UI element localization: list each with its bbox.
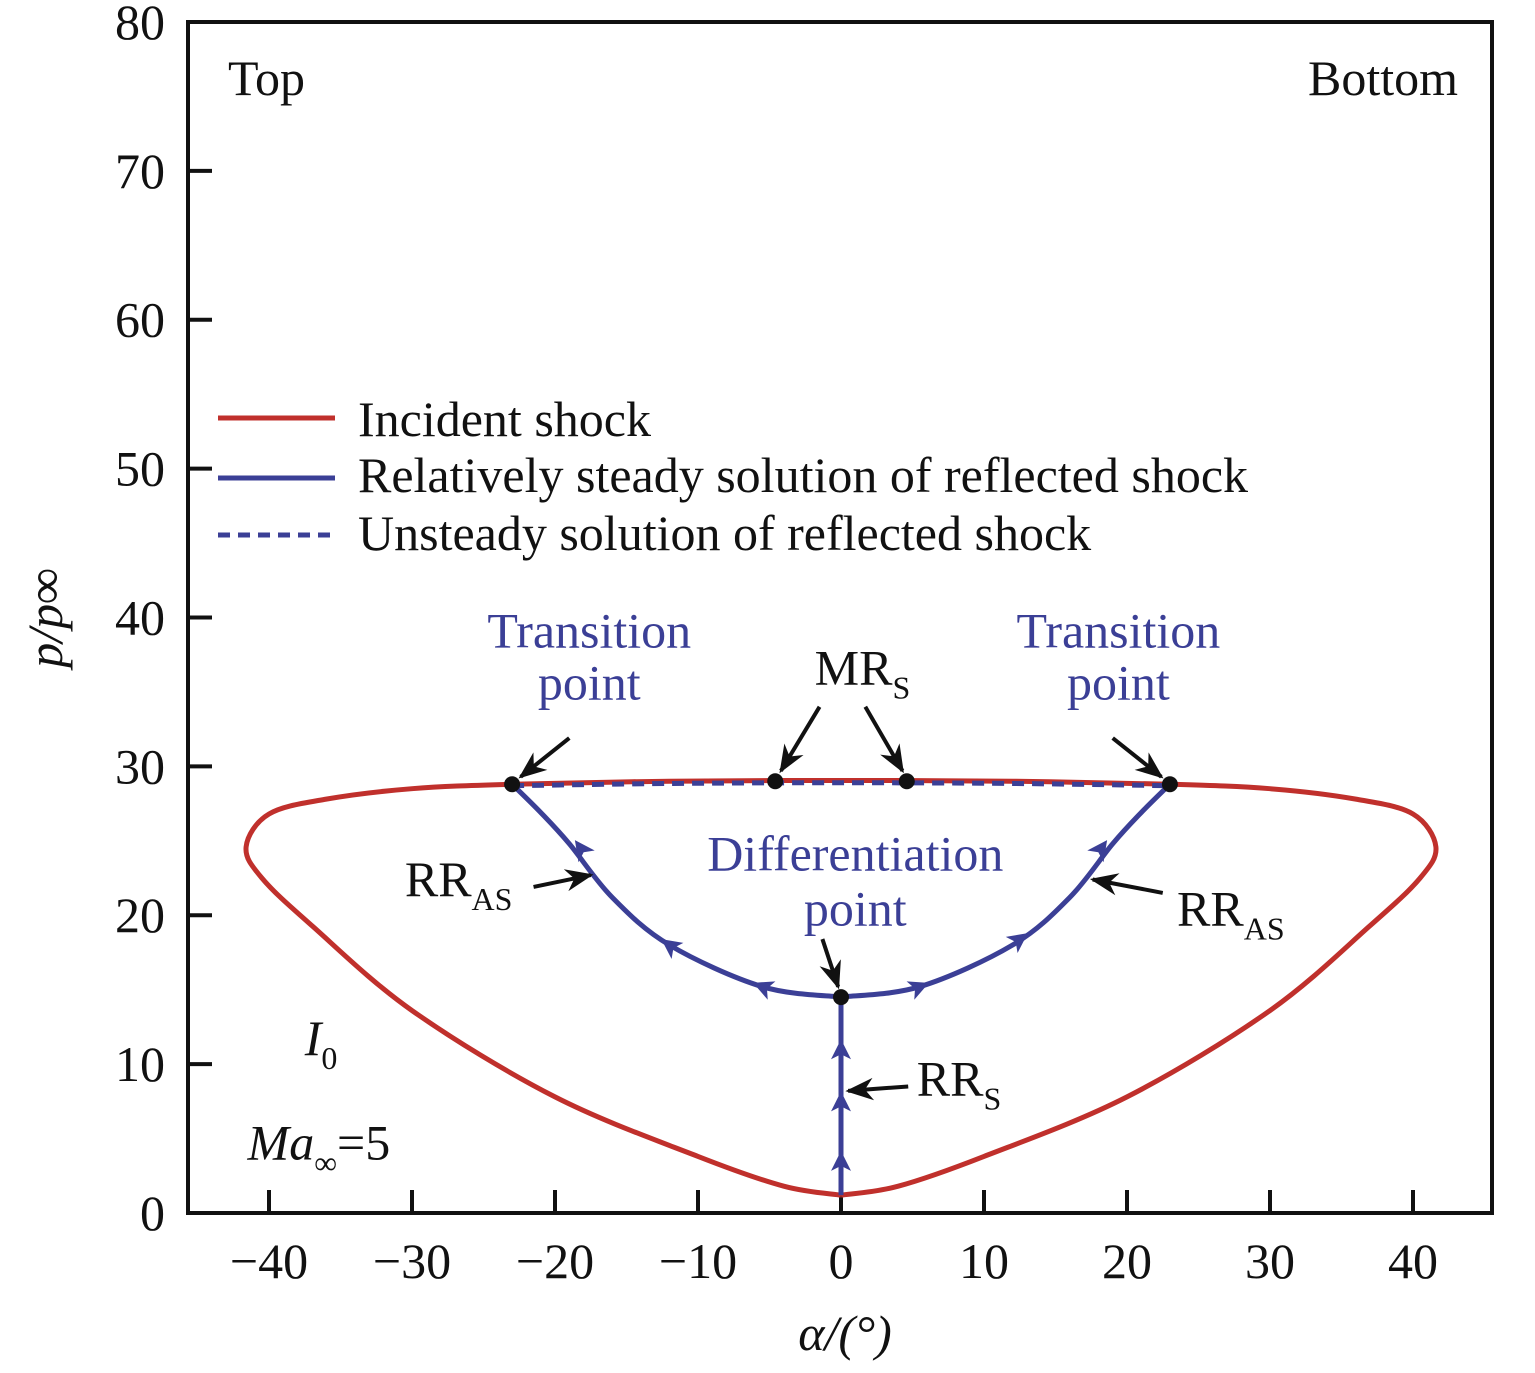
annotation-arrow	[518, 736, 571, 779]
key-point	[1161, 776, 1178, 793]
key-point	[504, 776, 521, 793]
annotation-arrow	[845, 1077, 909, 1101]
y-tick-label: 10	[115, 1036, 165, 1092]
y-tick-label: 50	[115, 441, 165, 497]
annotation-label: point	[1067, 654, 1170, 710]
y-tick-label: 0	[140, 1185, 165, 1241]
x-tick-label: −20	[516, 1233, 594, 1289]
curve-label-i0: I0	[304, 1010, 338, 1076]
y-tick-label: 70	[115, 143, 165, 199]
annotation-label: Differentiation	[707, 826, 1003, 882]
legend-label-unsteady: Unsteady solution of reflected shock	[358, 505, 1091, 561]
annotation-arrow	[819, 938, 841, 990]
annotation-label: point	[804, 881, 907, 937]
legend-label-steady: Relatively steady solution of reflected …	[358, 447, 1248, 503]
flow-arrowhead	[661, 939, 684, 959]
legend-label-incident: Incident shock	[358, 391, 651, 447]
corner-label-top: Top	[228, 50, 305, 106]
flow-arrowhead	[831, 1150, 851, 1171]
x-tick-label: 30	[1245, 1233, 1295, 1289]
flow-arrowhead	[831, 1039, 851, 1060]
x-axis-label: α/(°)	[798, 1305, 891, 1361]
series-line-unsteady-solution	[512, 780, 1170, 789]
flow-arrowhead	[753, 981, 776, 1000]
annotation-label: MRS	[815, 639, 911, 705]
annotation-label: Transition	[487, 602, 691, 658]
annotation-label: point	[538, 654, 641, 710]
y-axis-label: p/p∞	[17, 568, 73, 671]
key-point	[833, 989, 849, 1006]
mach-number-label: Ma∞=5	[247, 1114, 391, 1180]
annotation-arrow	[863, 705, 905, 774]
key-point	[898, 773, 915, 790]
annotation-arrow	[1089, 873, 1164, 896]
x-tick-label: −40	[230, 1233, 308, 1289]
flow-arrowhead	[831, 1091, 851, 1112]
flow-arrowhead	[1087, 840, 1108, 863]
legend: Incident shock Relatively steady solutio…	[218, 391, 1248, 561]
annotation-label: Transition	[1017, 602, 1221, 658]
y-tick-label: 20	[115, 887, 165, 943]
x-tick-label: 10	[959, 1233, 1009, 1289]
y-tick-label: 40	[115, 589, 165, 645]
annotation-arrow	[1111, 736, 1164, 779]
series-line-rr-as-left	[510, 782, 842, 1000]
x-tick-label: −10	[659, 1233, 737, 1289]
annotation-label: RRAS	[1177, 881, 1285, 947]
annotation-label: RRAS	[405, 851, 513, 917]
flow-arrowhead	[906, 981, 929, 1000]
corner-label-bottom: Bottom	[1308, 50, 1458, 106]
y-tick-label: 80	[115, 0, 165, 50]
annotation-label: RRS	[917, 1050, 1002, 1116]
annotation-arrow	[533, 869, 594, 892]
flow-arrowhead	[1005, 933, 1028, 954]
flow-arrowhead	[574, 840, 595, 863]
y-tick-label: 60	[115, 292, 165, 348]
annotation-arrow	[779, 705, 822, 774]
x-tick-label: −30	[373, 1233, 451, 1289]
x-tick-label: 40	[1388, 1233, 1438, 1289]
y-tick-label: 30	[115, 738, 165, 794]
x-tick-label: 0	[829, 1233, 854, 1289]
key-point	[767, 773, 784, 790]
x-tick-label: 20	[1102, 1233, 1152, 1289]
